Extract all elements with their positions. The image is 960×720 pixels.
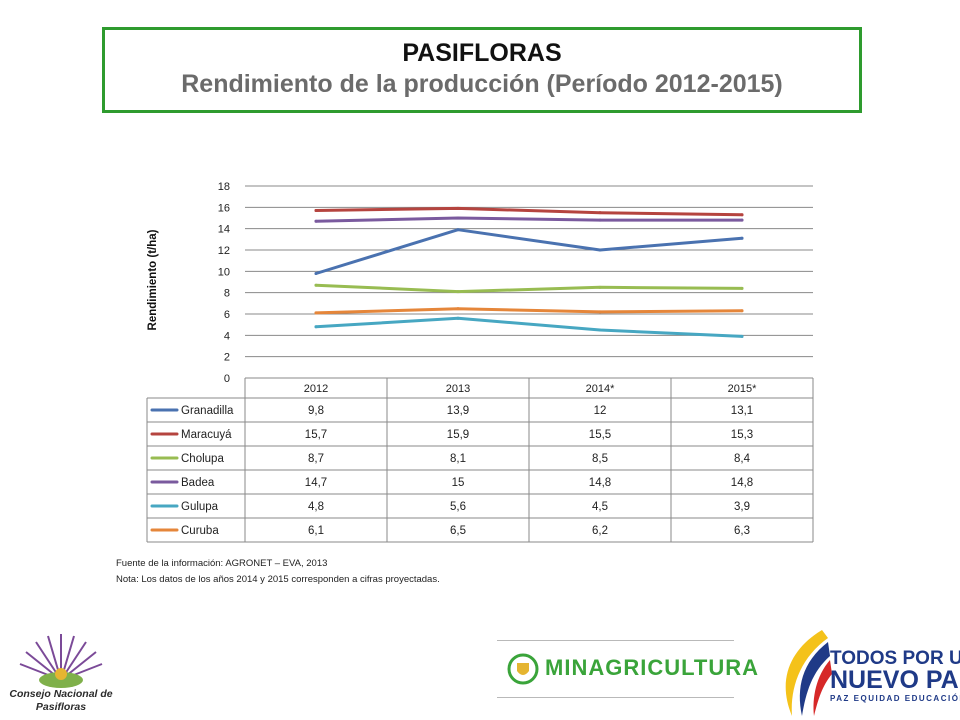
y-tick-label: 10 [218,266,230,278]
table-cell: 13,1 [731,405,753,417]
table-cell: 3,9 [734,501,750,513]
y-tick-label: 12 [218,245,230,257]
data-point [598,328,602,332]
consejo-name-line1: Consejo Nacional de [9,688,113,700]
x-tick-label: 2014* [586,383,615,395]
data-point [456,228,460,232]
table-cell: 8,1 [450,453,466,465]
passion-flower-icon [19,634,103,688]
projection-note: Nota: Los datos de los años 2014 y 2015 … [116,574,440,585]
consejo-logo: Consejo Nacional de Pasifloras [6,630,116,720]
table-cell: 15,9 [447,429,469,441]
legend-label: Maracuyá [181,429,232,441]
y-tick-label: 14 [218,224,230,236]
data-point [456,206,460,210]
data-point [598,310,602,314]
coat-of-arms-icon [507,653,539,685]
flag-swoosh-icon [785,630,832,716]
data-point [314,311,318,315]
data-point [456,290,460,294]
y-tick-label: 4 [224,330,230,342]
table-cell: 8,7 [308,453,324,465]
data-point [314,219,318,223]
table-cell: 6,5 [450,525,466,537]
data-point [740,218,744,222]
table-cell: 15 [452,477,465,489]
data-point [598,211,602,215]
consejo-name: Consejo Nacional de Pasifloras [6,688,116,714]
table-cell: 14,7 [305,477,327,489]
series-line [314,307,744,315]
series-line [314,206,744,217]
table-cell: 15,3 [731,429,753,441]
legend-label: Curuba [181,525,219,537]
table-cell: 6,2 [592,525,608,537]
legend-label: Gulupa [181,501,219,513]
data-point [314,283,318,287]
y-tick-label: 8 [224,288,230,300]
data-point [740,286,744,290]
minagricultura-text: MINAGRICULTURA [545,655,760,680]
table-cell: 8,4 [734,453,751,465]
source-note: Fuente de la información: AGRONET – EVA,… [116,558,328,569]
legend-label: Granadilla [181,405,234,417]
y-axis-label: Rendimiento (t/ha) [147,229,159,330]
chart-notes: Fuente de la información: AGRONET – EVA,… [116,556,440,588]
table-cell: 8,5 [592,453,608,465]
slogan-line3: PAZ EQUIDAD EDUCACIÓN [830,694,960,703]
table-cell: 6,3 [734,525,750,537]
table-cell: 13,9 [447,405,469,417]
slogan-line2: NUEVO PAÍS [830,666,960,694]
x-tick-label: 2013 [446,383,470,395]
table-cell: 15,5 [589,429,611,441]
table-cell: 6,1 [308,525,324,537]
x-tick-label: 2012 [304,383,328,395]
data-point [456,216,460,220]
table-cell: 12 [594,405,607,417]
y-tick-label: 0 [224,373,230,385]
title-box: PASIFLORAS Rendimiento de la producción … [102,27,862,113]
slogan-line1: TODOS POR UN [830,648,960,669]
x-tick-label: 2015* [728,383,757,395]
legend-label: Badea [181,477,215,489]
todos-por-un-nuevo-pais-logo: TODOS POR UN NUEVO PAÍS PAZ EQUIDAD EDUC… [772,628,960,720]
data-point [598,285,602,289]
page-title: PASIFLORAS [402,39,562,67]
table-cell: 15,7 [305,429,327,441]
series-line [314,316,744,338]
legend-label: Cholupa [181,453,224,465]
data-point [456,316,460,320]
series-line [314,216,744,223]
consejo-name-line2: Pasifloras [35,701,87,713]
minagricultura-logo: MINAGRICULTURA [497,640,758,698]
table-cell: 9,8 [308,405,324,417]
data-point [456,307,460,311]
data-point [740,213,744,217]
data-point [740,334,744,338]
page-subtitle: Rendimiento de la producción (Período 20… [181,70,783,98]
data-point [740,309,744,313]
y-tick-label: 18 [218,181,230,193]
table-cell: 4,8 [308,501,324,513]
data-point [314,271,318,275]
data-point [740,236,744,240]
series-line [314,228,744,275]
data-point [598,248,602,252]
data-point [598,218,602,222]
table-cell: 14,8 [731,477,753,489]
data-point [314,209,318,213]
y-tick-label: 16 [218,202,230,214]
y-tick-label: 2 [224,352,230,364]
table-cell: 5,6 [450,501,466,513]
data-point [314,325,318,329]
series-line [314,283,744,294]
y-tick-label: 6 [224,309,230,321]
table-cell: 4,5 [592,501,608,513]
table-cell: 14,8 [589,477,611,489]
